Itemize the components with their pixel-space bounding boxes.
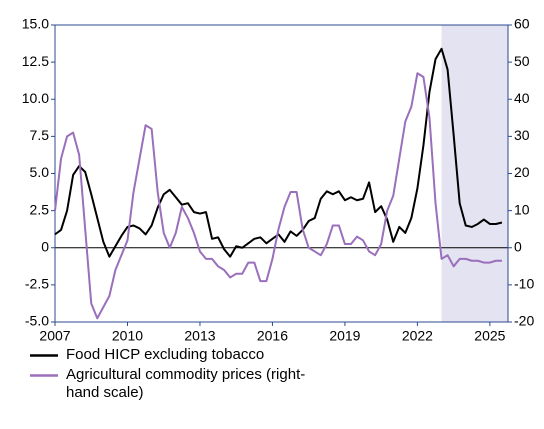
y-tick-label: 12.5 [22, 53, 49, 69]
x-tick-label: 2025 [474, 328, 505, 344]
y2-tick-label: 30 [514, 127, 530, 143]
plot-frame [54, 24, 509, 323]
legend-label: Agricultural commodity prices (right-han… [66, 366, 306, 401]
projection-shade [441, 25, 508, 322]
chart: -5.0 -2.5 0 2.5 5.0 7.5 10.0 12.5 15.0 -20 -10 0 10 2… [22, 16, 535, 344]
y-tick-label: 0 [41, 238, 49, 254]
y-tick-label: 15.0 [22, 16, 49, 32]
y-tick-label: 2.5 [30, 201, 50, 217]
y2-tick-label: -20 [514, 313, 534, 329]
legend-swatch [30, 374, 58, 377]
y2-tick-label: 10 [514, 201, 530, 217]
x-tick-label: 2022 [402, 328, 433, 344]
x-tick-label: 2010 [112, 328, 143, 344]
x-tick-label: 2016 [257, 328, 288, 344]
legend-label: Food HICP excluding tobacco [66, 346, 265, 363]
y2-tick-label: 20 [514, 164, 530, 180]
y2-tick-label: 0 [514, 238, 522, 254]
y-tick-label: 10.0 [22, 90, 49, 106]
y-tick-label: 7.5 [30, 127, 50, 143]
x-tick-label: 2019 [329, 328, 360, 344]
y2-tick-label: 40 [514, 90, 530, 106]
x-tick-label: 2007 [39, 328, 70, 344]
series-line [54, 72, 502, 320]
legend-item: Food HICP excluding tobacco [30, 346, 326, 364]
y-tick-label: 5.0 [30, 164, 50, 180]
legend: Food HICP excluding tobacco Agricultural… [30, 346, 326, 404]
y-tick-label: -2.5 [25, 276, 49, 292]
legend-item: Agricultural commodity prices (right-han… [30, 366, 326, 402]
y2-tick-label: 60 [514, 16, 530, 32]
y2-tick-label: -10 [514, 276, 534, 292]
legend-swatch [30, 354, 58, 357]
y2-tick-label: 50 [514, 53, 530, 69]
x-tick-label: 2013 [184, 328, 215, 344]
y-tick-label: -5.0 [25, 313, 49, 329]
